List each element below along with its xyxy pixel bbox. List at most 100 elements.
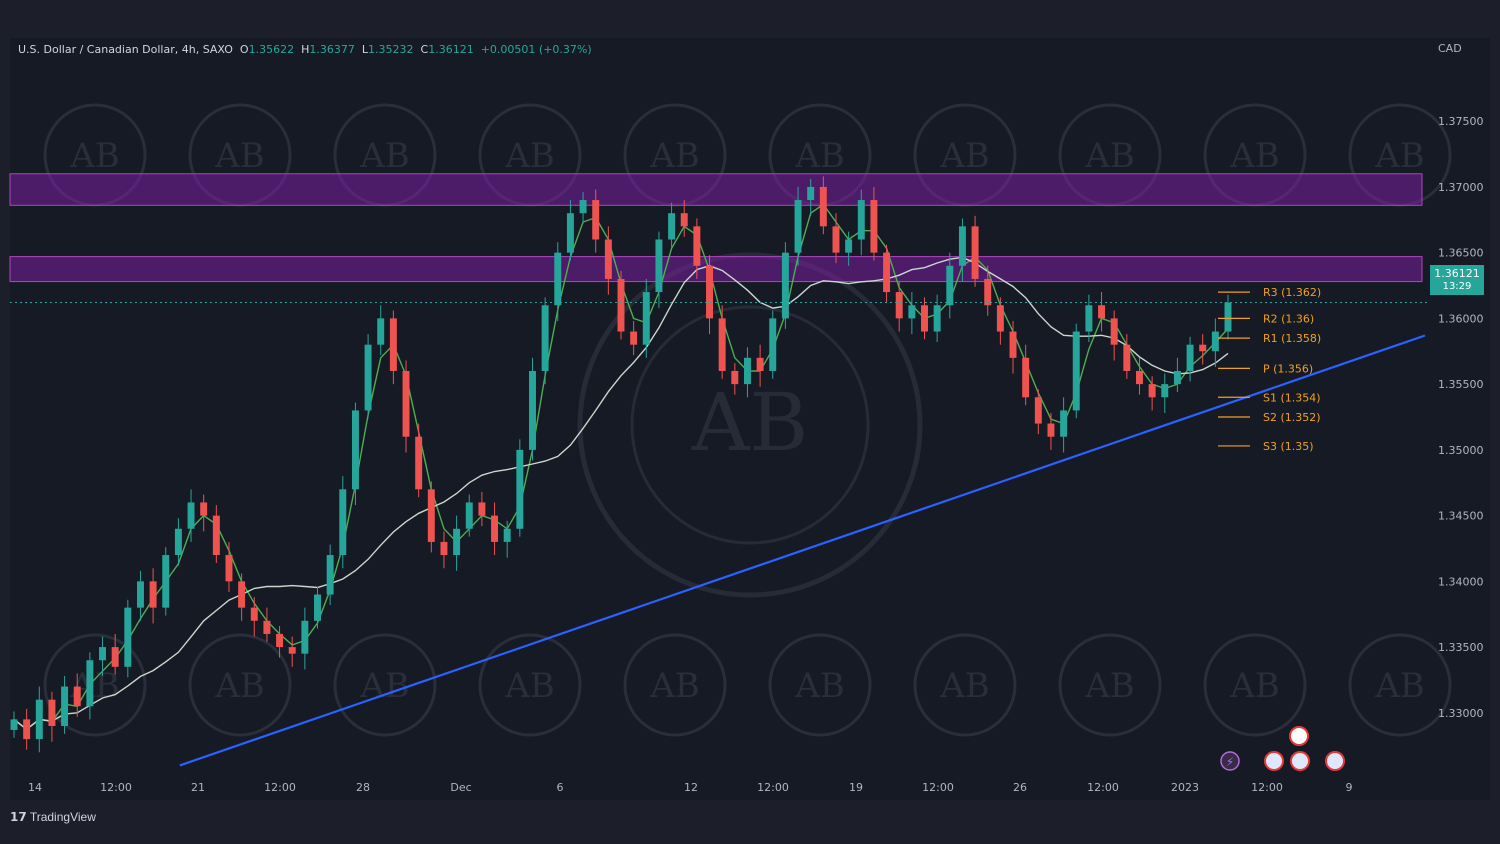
time-tick: 12:00 <box>922 781 954 794</box>
watermark-text: AB <box>504 666 555 706</box>
candle-down <box>1098 305 1106 319</box>
candle-up <box>743 357 751 385</box>
watermark-seal <box>43 633 147 737</box>
time-tick: 28 <box>356 781 370 794</box>
watermark-text: AB <box>1229 136 1280 176</box>
pivot-label: S3 (1.35) <box>1263 440 1314 453</box>
price-tick: 1.37500 <box>1438 115 1484 128</box>
symbol-header: U.S. Dollar / Canadian Dollar, 4h, SAXO … <box>18 43 592 56</box>
candle-down <box>996 305 1004 332</box>
candle-up <box>314 594 321 621</box>
tradingview-logo[interactable]: 𝟭𝟳 TradingView <box>10 810 96 824</box>
resistance-zones <box>9 173 1423 283</box>
candle-down <box>149 581 157 608</box>
lightning-icon <box>1220 751 1240 771</box>
watermark-large-text: AB <box>691 376 809 469</box>
candle-down <box>630 331 638 345</box>
candle-up <box>857 200 865 240</box>
candle-down <box>592 200 600 240</box>
pivot-label: R3 (1.362) <box>1263 286 1321 299</box>
candle-up <box>529 370 536 450</box>
resistance-zone-2 <box>9 256 1423 283</box>
watermark-text: AB <box>939 136 990 176</box>
time-tick: Dec <box>450 781 471 794</box>
watermark-seal <box>623 633 727 737</box>
candle-down <box>604 239 612 279</box>
watermark-text: AB <box>1374 666 1425 706</box>
change-value: +0.00501 (+0.37%) <box>480 43 592 56</box>
candle-down <box>971 226 979 279</box>
time-tick: 12 <box>684 781 698 794</box>
candle-down <box>1148 384 1156 398</box>
lightning-glyph: ⚡ <box>1226 755 1234 769</box>
symbol-name: U.S. Dollar / Canadian Dollar, 4h, SAXO <box>18 43 233 56</box>
time-tick: 12:00 <box>1251 781 1283 794</box>
time-tick: 2023 <box>1171 781 1199 794</box>
time-tick: 21 <box>191 781 205 794</box>
candle-up <box>1186 344 1194 371</box>
ma-slow-line <box>13 256 1229 731</box>
candle-down <box>48 699 56 726</box>
watermark-text: AB <box>649 666 700 706</box>
candle-down <box>263 620 271 634</box>
candle-up <box>946 265 954 306</box>
candle-up <box>35 699 43 740</box>
watermark-seal <box>1058 633 1162 737</box>
close-label: C <box>420 43 429 56</box>
bar-countdown: 13:29 <box>1442 281 1472 292</box>
watermark-text: AB <box>359 666 410 706</box>
candle-up <box>377 318 385 345</box>
candle-up <box>566 213 574 253</box>
open-label: O <box>239 43 249 56</box>
candle-down <box>288 647 296 654</box>
low-label: L <box>361 43 369 56</box>
currency-label: CAD <box>1438 42 1462 55</box>
candle-up <box>136 581 144 608</box>
candle-down <box>225 555 233 582</box>
candle-up <box>1173 370 1181 385</box>
watermark-seal <box>188 633 292 737</box>
candle-up <box>655 239 663 293</box>
canada-flag-icon <box>1289 726 1309 746</box>
candle-up <box>642 292 650 345</box>
watermark-text: AB <box>649 136 700 176</box>
candle-down <box>73 686 81 707</box>
candle-up <box>958 226 966 266</box>
candle-down <box>478 502 486 516</box>
candle-down <box>415 436 423 490</box>
candle-up <box>364 344 372 411</box>
candle-down <box>731 370 739 385</box>
candle-down <box>718 318 726 371</box>
time-axis: 14 12:00 21 12:00 28 Dec 6 12 12:00 19 12:00 26 12:0… <box>28 781 1353 794</box>
price-tick: 1.33500 <box>1438 641 1484 654</box>
candle-up <box>579 200 587 214</box>
tradingview-brand: TradingView <box>29 810 96 824</box>
candle-down <box>819 186 827 227</box>
chart-panel[interactable] <box>10 38 1490 800</box>
candle-down <box>693 226 701 266</box>
candle-down <box>111 647 119 667</box>
support-trendline <box>179 334 1426 767</box>
candle-down <box>1034 397 1042 424</box>
candle-up <box>10 719 18 730</box>
open-value: 1.35622 <box>248 43 295 56</box>
watermark-large-seal <box>577 252 923 598</box>
candle-down <box>883 252 891 293</box>
candle-down <box>23 719 31 740</box>
candle-down <box>491 515 499 542</box>
time-tick: 9 <box>1346 781 1353 794</box>
candle-down <box>276 633 284 648</box>
watermark-text: AB <box>794 136 845 176</box>
watermark-large-inner <box>630 305 870 545</box>
candle-up <box>339 489 347 556</box>
candle-up <box>1085 305 1093 332</box>
candle-up <box>99 647 106 661</box>
candle-up <box>326 555 334 595</box>
pivot-label: S2 (1.352) <box>1263 411 1321 424</box>
watermark-seal <box>1203 633 1307 737</box>
price-tick: 1.34000 <box>1438 575 1484 588</box>
candle-up <box>1060 410 1068 437</box>
candle-down <box>250 607 258 621</box>
candle-down <box>984 278 992 306</box>
